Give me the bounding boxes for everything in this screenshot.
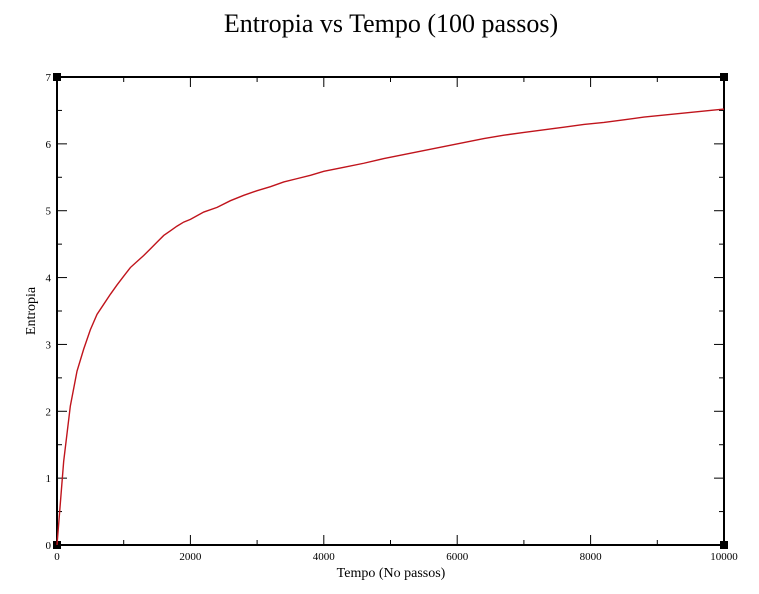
y-axis-ticks: 0 1 2 3 4 5 6 7 bbox=[46, 72, 724, 552]
corner-handles bbox=[53, 73, 728, 549]
plot-frame bbox=[56, 76, 725, 546]
x-tick-label: 2000 bbox=[179, 551, 202, 563]
x-tick-label: 4000 bbox=[313, 551, 336, 563]
y-tick-label: 7 bbox=[46, 72, 52, 84]
y-tick-label: 0 bbox=[46, 540, 52, 552]
y-tick-label: 4 bbox=[46, 273, 52, 285]
entropy-series-line bbox=[56, 108, 725, 546]
y-tick-label: 2 bbox=[46, 406, 52, 418]
y-tick-label: 6 bbox=[46, 139, 52, 151]
x-tick-label: 10000 bbox=[710, 551, 738, 563]
x-tick-label: 8000 bbox=[580, 551, 603, 563]
x-axis-ticks: 0 2000 4000 6000 8000 10000 bbox=[54, 77, 738, 563]
x-axis-label: Tempo (No passos) bbox=[337, 566, 446, 581]
y-axis-label: Entropia bbox=[24, 286, 39, 335]
chart-title: Entropia vs Tempo (100 passos) bbox=[224, 9, 558, 38]
y-tick-label: 5 bbox=[46, 206, 52, 218]
y-tick-label: 3 bbox=[46, 339, 52, 351]
x-tick-label: 6000 bbox=[446, 551, 469, 563]
y-tick-label: 1 bbox=[46, 473, 52, 485]
x-tick-label: 0 bbox=[54, 551, 60, 563]
